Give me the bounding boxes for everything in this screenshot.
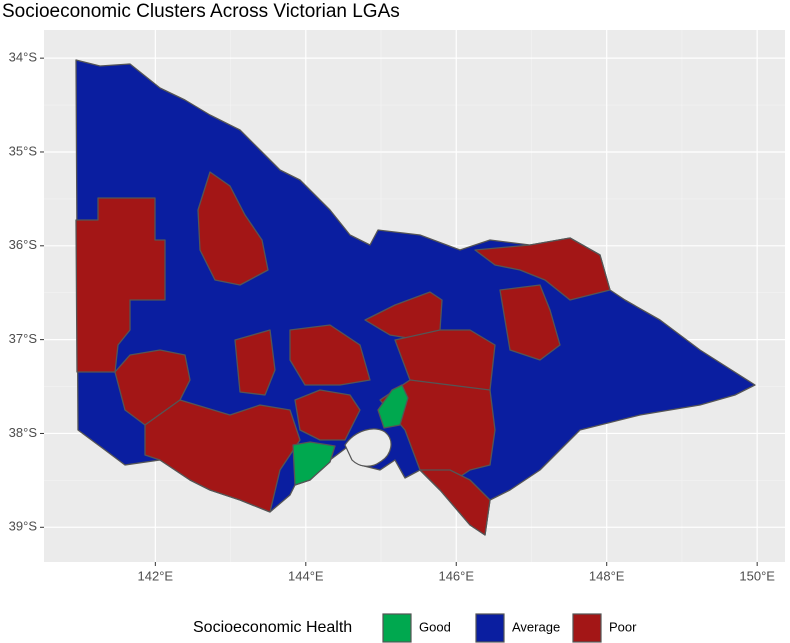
y-tick-label: 37°S — [9, 331, 38, 346]
bay — [344, 428, 392, 467]
y-tick-label: 34°S — [9, 50, 38, 65]
region — [294, 389, 361, 441]
y-tick-label: 35°S — [9, 143, 38, 158]
legend-title: Socioeconomic Health — [193, 619, 352, 636]
region — [364, 291, 443, 341]
y-tick-label: 36°S — [9, 237, 38, 252]
legend-swatch — [475, 613, 505, 643]
region — [197, 171, 269, 286]
map — [75, 59, 756, 536]
legend-label: Good — [419, 619, 451, 634]
region — [419, 469, 491, 536]
region — [234, 329, 276, 396]
axes: 142°E 144°E 146°E 148°E 150°E 34°S 35°S 36°S 37°… — [9, 50, 776, 584]
region — [144, 399, 301, 513]
region — [379, 379, 496, 491]
y-tick-label: 38°S — [9, 425, 38, 440]
y-tick-label: 39°S — [9, 519, 38, 534]
x-tick-label: 146°E — [438, 568, 474, 583]
chart-title: Socioeconomic Clusters Across Victorian … — [2, 1, 400, 22]
region — [75, 197, 166, 373]
region — [474, 237, 611, 301]
region — [292, 441, 336, 486]
legend-swatch — [382, 613, 412, 643]
legend-swatch — [572, 613, 602, 643]
legend-label: Poor — [609, 619, 637, 634]
x-tick-label: 144°E — [288, 568, 324, 583]
x-tick-label: 150°E — [739, 568, 775, 583]
legend-label: Average — [512, 619, 560, 634]
x-tick-label: 148°E — [589, 568, 625, 583]
x-tick-label: 142°E — [138, 568, 174, 583]
legend: Socioeconomic Health Good Average Poor — [193, 613, 637, 643]
region — [289, 324, 371, 386]
region — [499, 284, 561, 361]
region — [377, 384, 409, 429]
